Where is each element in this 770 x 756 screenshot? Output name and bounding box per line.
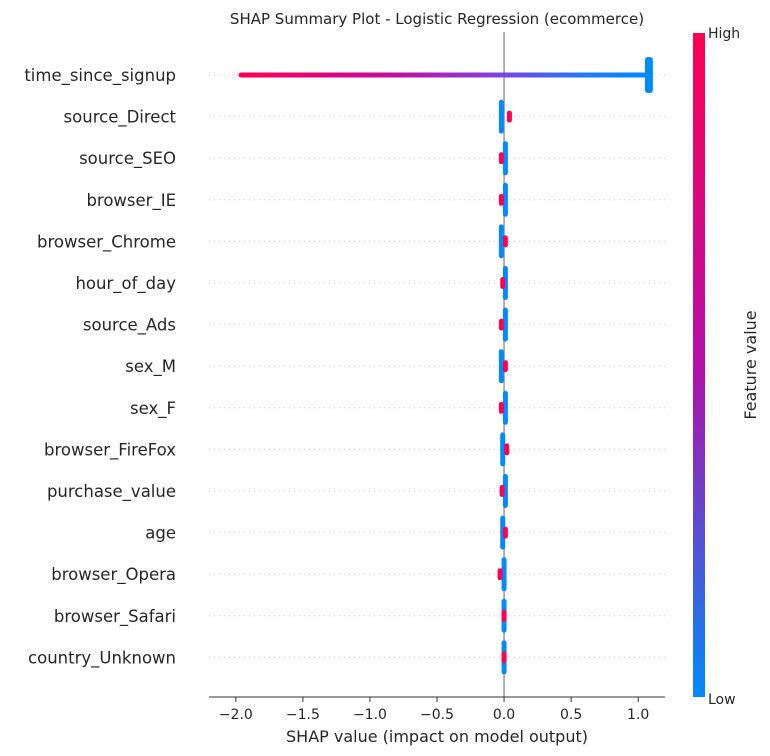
- feature-label: sex_M: [125, 357, 176, 377]
- x-tick-label: −0.5: [420, 707, 454, 723]
- colorbar-high-label: High: [708, 26, 740, 42]
- feature-label: browser_Chrome: [37, 232, 176, 252]
- shap-point-cluster-low: [498, 349, 504, 384]
- feature-label: browser_FireFox: [44, 440, 176, 460]
- shap-point-cluster-low: [502, 182, 508, 217]
- shap-point-cluster-high: [501, 609, 507, 622]
- shap-point-cluster-high: [504, 443, 510, 456]
- x-tick-label: −1.5: [286, 707, 320, 723]
- x-tick-label: 0.5: [560, 707, 582, 723]
- shap-point-cluster-low: [502, 307, 508, 342]
- shap-point-cluster-high: [498, 152, 504, 165]
- shap-point-cluster-low: [644, 57, 653, 93]
- feature-label: browser_Safari: [54, 607, 176, 627]
- shap-point-cluster-high: [498, 193, 504, 206]
- shap-point-cluster-low: [502, 141, 508, 176]
- feature-label: browser_IE: [86, 191, 176, 211]
- feature-label: time_since_signup: [24, 66, 176, 86]
- shap-point-band: [238, 72, 649, 78]
- shap-point-cluster-low: [502, 266, 508, 300]
- feature-label: source_Direct: [64, 108, 177, 128]
- shap-point-cluster-high: [498, 401, 504, 414]
- shap-point-cluster-high: [501, 651, 507, 664]
- feature-labels: time_since_signup source_Direct source_SEO…: [24, 66, 176, 668]
- shap-point-cluster-low: [498, 224, 504, 259]
- feature-label: hour_of_day: [75, 274, 176, 294]
- shap-point-cluster-high: [500, 277, 506, 289]
- shap-points: [238, 57, 653, 675]
- shap-point-cluster-low: [502, 390, 508, 425]
- colorbar-label: Feature value: [741, 310, 760, 419]
- chart-title: SHAP Summary Plot - Logistic Regression …: [230, 10, 644, 28]
- shap-point-cluster-high: [502, 526, 508, 539]
- x-axis-ticks: −2.0 −1.5 −1.0 −0.5 0.0 0.5 1.0: [219, 697, 649, 723]
- shap-point-cluster-low: [501, 557, 507, 592]
- shap-point-cluster-low: [500, 432, 506, 467]
- x-tick-label: −1.0: [353, 707, 387, 723]
- shap-point-cluster-high: [499, 485, 505, 497]
- feature-label: country_Unknown: [28, 648, 176, 668]
- shap-point-cluster-low: [500, 515, 506, 550]
- shap-point-cluster-high: [506, 110, 512, 123]
- feature-label: source_SEO: [79, 149, 176, 169]
- row-guide-lines: [209, 74, 665, 658]
- colorbar-low-label: Low: [708, 692, 736, 708]
- shap-point-cluster-high: [497, 568, 503, 581]
- feature-label: browser_Opera: [51, 565, 176, 585]
- colorbar: [693, 33, 705, 697]
- x-tick-label: 1.0: [627, 707, 649, 723]
- shap-point-cluster-high: [502, 360, 508, 373]
- feature-label: age: [145, 524, 176, 543]
- shap-point-cluster-low: [502, 474, 508, 508]
- x-axis-label: SHAP value (impact on model output): [286, 727, 588, 746]
- shap-point-cluster-high: [498, 318, 504, 331]
- shap-point-cluster-low: [498, 99, 504, 134]
- feature-label: sex_F: [130, 399, 176, 419]
- feature-label: purchase_value: [47, 482, 176, 502]
- x-tick-label: 0.0: [493, 707, 515, 723]
- x-tick-label: −2.0: [219, 707, 253, 723]
- shap-point-cluster-high: [502, 235, 508, 248]
- feature-label: source_Ads: [83, 316, 176, 336]
